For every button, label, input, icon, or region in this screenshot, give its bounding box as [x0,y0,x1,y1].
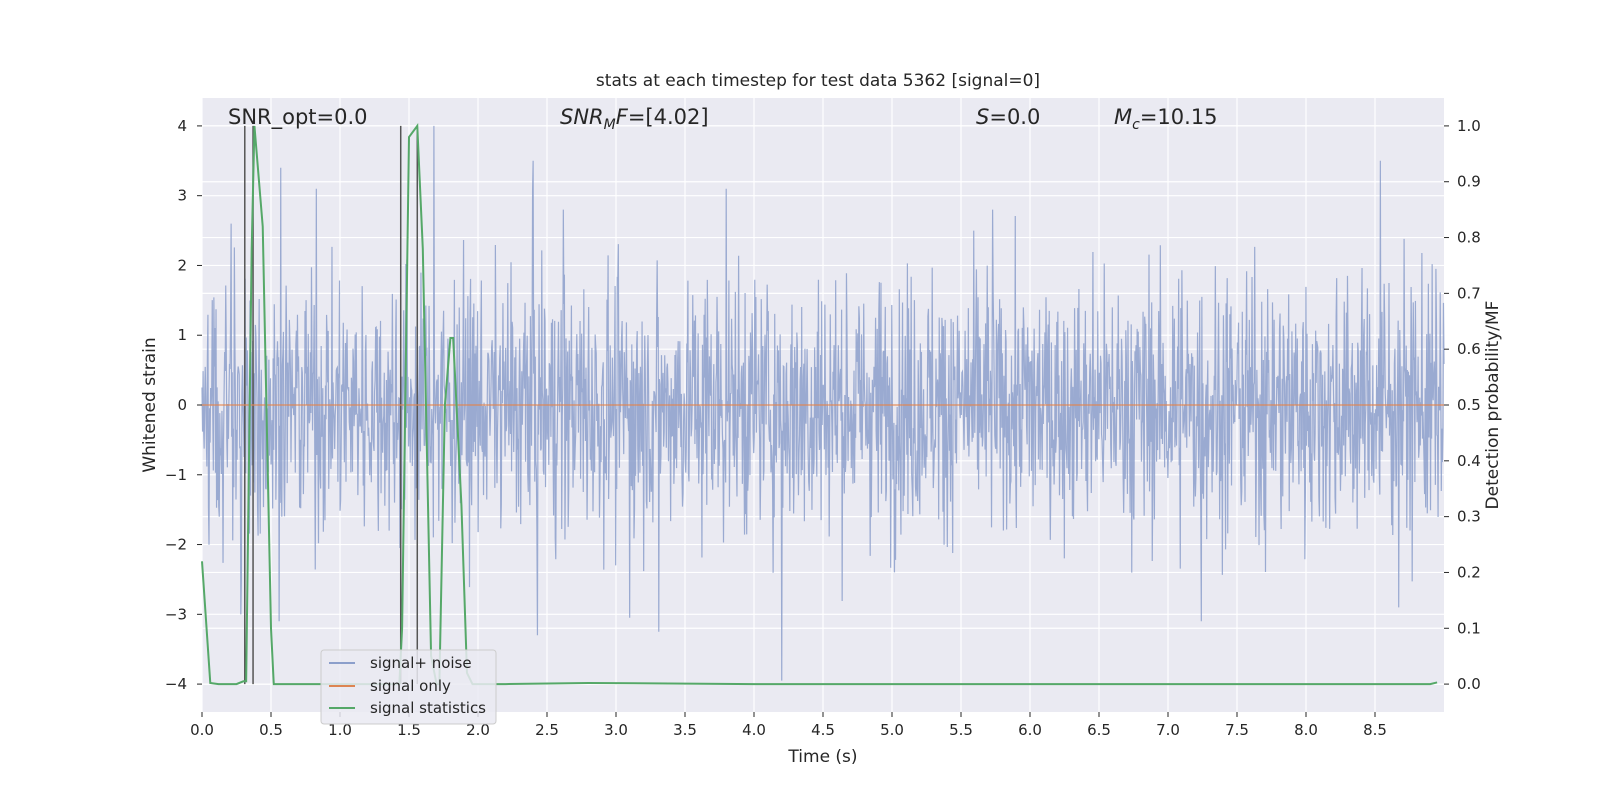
x-tick-label: 0.0 [190,721,214,739]
x-tick-label: 5.5 [949,721,973,739]
signal-statistics-line [201,123,1438,686]
x-tick-label: 4.5 [811,721,835,739]
x-tick-label: 2.5 [535,721,559,739]
chart-title: stats at each timestep for test data 536… [596,71,1040,91]
series-signal-statistics [201,123,1438,686]
annotation-snr-mf-value: =[4.02] [628,105,709,129]
annotation-s: S=0.0 [976,105,1040,129]
annotation-mc-symbol: M [1114,105,1132,129]
annotation-s-value: =0.0 [989,105,1040,129]
y-right-tick-label: 0.2 [1457,563,1481,581]
x-tick-label: 2.0 [466,721,490,739]
signal-noise-line [201,125,1445,681]
y-right-tick-label: 1.0 [1457,117,1481,135]
y-axis-label: Whitened strain [140,337,160,472]
y-right-axis-label: Detection probability/MF [1483,301,1503,510]
series-signal-noise [201,125,1445,681]
y-tick-label: 0 [177,396,187,414]
x-tick-label: 1.0 [328,721,352,739]
x-tick-label: 3.5 [673,721,697,739]
y-right-tick-label: 0.1 [1457,619,1481,637]
y-right-tick-label: 0.7 [1457,284,1481,302]
y-tick-label: 1 [177,326,187,344]
legend-label-signal-statistics: signal statistics [370,699,486,717]
y-right-axis-ticks: 1.0 0.9 0.8 0.7 0.6 0.5 0.4 0.3 0.2 0.1 0.0 [1444,117,1481,693]
x-tick-label: 8.0 [1294,721,1318,739]
x-axis-ticks: 0.0 0.5 1.0 1.5 2.0 2.5 3.0 3.5 4.0 4.5 5.0 5.5 6.0 6… [190,712,1387,739]
y-tick-label: 3 [177,187,187,205]
x-tick-label: 8.5 [1363,721,1387,739]
annotation-s-symbol: S [976,105,989,129]
y-tick-label: 4 [177,117,187,135]
x-tick-label: 3.0 [604,721,628,739]
y-right-tick-label: 0.4 [1457,452,1481,470]
legend-label-signal-only: signal only [370,677,451,695]
annotation-snr-mf-subscript: M [604,117,616,133]
annotation-snr-mf-symbol2: F [616,105,629,129]
x-tick-label: 5.0 [880,721,904,739]
annotation-mc-value: =10.15 [1140,105,1218,129]
legend: signal+ noise signal only signal statist… [320,649,497,725]
y-right-tick-label: 0.0 [1457,675,1481,693]
y-right-tick-label: 0.8 [1457,229,1481,247]
y-right-tick-label: 0.9 [1457,173,1481,191]
y-right-tick-label: 0.6 [1457,340,1481,358]
x-tick-label: 7.5 [1225,721,1249,739]
x-tick-label: 6.5 [1087,721,1111,739]
y-tick-label: 2 [177,256,187,274]
legend-label-signal-noise: signal+ noise [370,654,472,672]
y-tick-label: −2 [165,536,187,554]
x-tick-label: 1.5 [397,721,421,739]
y-tick-label: −4 [165,675,187,693]
y-tick-label: −3 [165,605,187,623]
y-right-tick-label: 0.3 [1457,508,1481,526]
y-right-tick-label: 0.5 [1457,396,1481,414]
y-axis-ticks: 4 3 2 1 0 −1 −2 −3 −4 [165,117,202,693]
annotation-snr-mf: SNRMF=[4.02] [560,105,709,133]
x-tick-label: 6.0 [1018,721,1042,739]
annotation-mc: Mc=10.15 [1114,105,1218,133]
x-tick-label: 0.5 [259,721,283,739]
annotation-snr-mf-symbol: SNR [560,105,604,129]
x-axis-label: Time (s) [787,747,857,767]
x-tick-label: 7.0 [1156,721,1180,739]
legend-box [320,649,497,725]
annotation-snr-opt: SNR_opt=0.0 [228,105,368,130]
x-tick-label: 4.0 [742,721,766,739]
y-tick-label: −1 [165,466,187,484]
annotation-mc-subscript: c [1132,117,1140,133]
